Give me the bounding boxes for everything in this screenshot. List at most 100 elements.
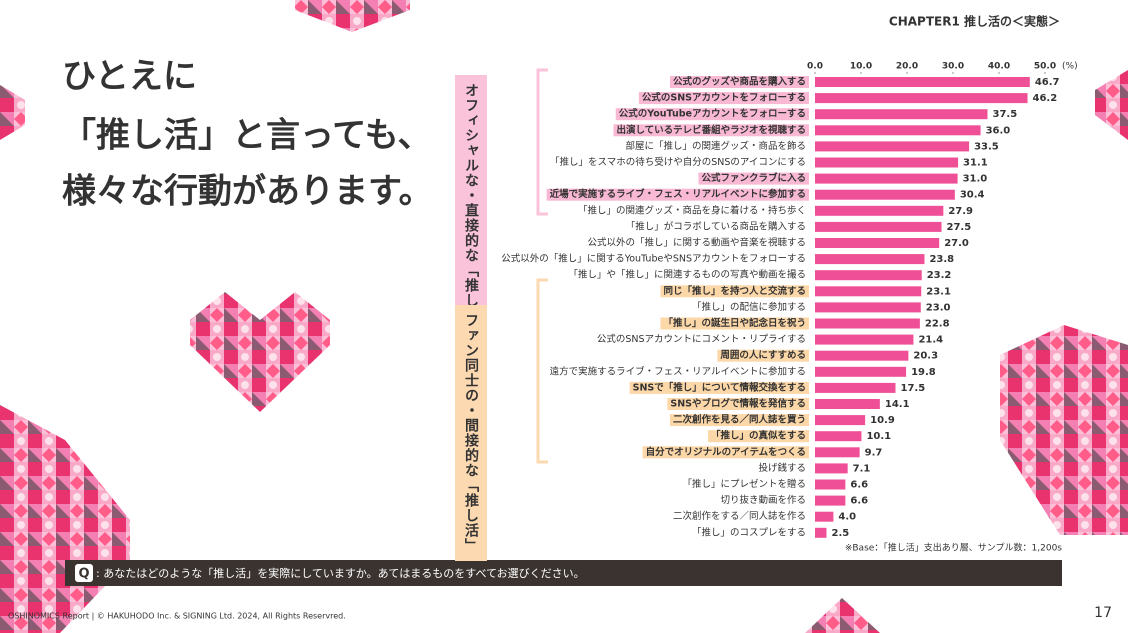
label-highlight — [707, 430, 809, 443]
question-bar — [65, 560, 1062, 586]
value-label: 23.0 — [926, 302, 951, 313]
category-label: 周囲の人にすすめる — [720, 349, 806, 361]
value-label: 30.4 — [960, 190, 985, 201]
page-number: 17 — [1094, 605, 1112, 621]
category-label: 公式のグッズや商品を購入する — [673, 76, 806, 88]
value-label: 21.4 — [918, 335, 943, 346]
bar — [815, 511, 834, 522]
category-label: 「推し」や「推し」に関連するものの写真や動画を撮る — [568, 269, 806, 281]
value-label: 46.2 — [1033, 93, 1058, 104]
bar — [815, 527, 827, 538]
group-line: オフィシャルな・ — [463, 83, 479, 203]
label-highlight — [667, 398, 809, 410]
value-label: 14.1 — [885, 399, 910, 410]
category-label: SNSで「推し」について情報交換をする — [633, 381, 806, 393]
bar — [815, 382, 896, 393]
value-label: 19.8 — [911, 367, 936, 378]
category-label: 出演しているテレビ番組やラジオを視聴する — [616, 124, 806, 136]
x-tick-label: 40.0 — [988, 62, 1010, 72]
bar — [815, 366, 907, 377]
value-label: 36.0 — [986, 125, 1011, 136]
bar — [815, 463, 848, 474]
x-tick-label: 20.0 — [896, 62, 918, 72]
headline: 様々な行動があります。 — [62, 172, 433, 212]
value-label: 23.8 — [929, 254, 954, 265]
x-tick-label: 50.0 — [1034, 62, 1056, 72]
category-label: 公式以外の「推し」に関する動画や音楽を視聴する — [587, 237, 806, 249]
q-badge-text: Q — [78, 567, 89, 582]
label-highlight — [629, 381, 809, 394]
bar — [815, 350, 909, 361]
value-label: 22.8 — [925, 319, 950, 330]
bar — [815, 399, 880, 409]
label-highlight — [615, 108, 809, 121]
value-label: 27.9 — [948, 206, 973, 217]
category-label: 二次創作をする／同人誌を作る — [673, 510, 806, 522]
category-label: 公式ファンクラブに入る — [701, 172, 806, 184]
value-label: 2.5 — [832, 528, 850, 539]
bar — [815, 238, 940, 248]
category-label: 自分でオリジナルのアイテムをつくる — [646, 446, 806, 458]
value-label: 31.1 — [963, 158, 988, 169]
bar — [815, 254, 925, 265]
header: CHAPTER1 推し活の＜実態＞ — [889, 14, 1060, 29]
bar — [815, 302, 921, 313]
bar — [815, 173, 958, 184]
category-label: 二次創作を見る／同人誌を買う — [673, 414, 806, 426]
label-highlight — [613, 124, 809, 137]
headline: 「推し活」と言っても、 — [62, 116, 432, 156]
category-label: 投げ銭する — [758, 462, 806, 474]
bar — [815, 318, 920, 329]
value-label: 46.7 — [1035, 77, 1060, 88]
category-label: 公式のYouTubeアカウントをフォローする — [619, 108, 806, 120]
bar — [815, 189, 955, 200]
value-label: 27.0 — [944, 238, 969, 249]
value-label: 9.7 — [865, 447, 883, 458]
label-highlight — [638, 92, 809, 105]
x-tick-label: 10.0 — [850, 62, 872, 72]
category-label: 「推し」の関連グッズ・商品を身に着ける・持ち歩く — [578, 204, 806, 216]
label-highlight — [546, 188, 809, 201]
q-badge — [75, 564, 93, 582]
category-label: 公式のSNSアカウントをフォローする — [642, 92, 806, 104]
bar — [815, 77, 1030, 87]
category-label: 「推し」の誕生日や記念日を祝う — [663, 317, 806, 329]
bar — [815, 447, 860, 458]
bar — [815, 479, 846, 490]
bar — [815, 221, 942, 232]
bar — [815, 495, 846, 506]
category-label: 公式以外の「推し」に関するYouTubeやSNSアカウントをフォローする — [501, 253, 806, 265]
category-label: 「推し」をスマホの待ち受けや自分のSNSのアイコンにする — [550, 156, 806, 168]
bar — [815, 109, 988, 120]
category-label: 遠方で実施するライブ・フェス・リアルイベントに参加する — [550, 365, 806, 377]
category-label: 「推し」にプレゼントを贈る — [682, 478, 806, 490]
value-label: 23.2 — [927, 270, 952, 281]
bar — [815, 205, 944, 216]
value-label: 37.5 — [993, 109, 1018, 120]
x-tick-label: 0.0 — [807, 62, 823, 72]
value-label: 6.6 — [850, 496, 868, 507]
bar — [815, 141, 970, 152]
question: : あなたはどのような「推し活」を実際にしていますか。あてはまるものをすべてお選… — [96, 566, 585, 580]
bar — [815, 157, 959, 168]
category-label: 近場で実施するライブ・フェス・リアルイベントに参加する — [550, 188, 806, 200]
group-line: ファン同士の・ — [463, 313, 479, 418]
bar — [815, 125, 981, 136]
category-label: 「推し」がコラボしている商品を購入する — [626, 220, 806, 232]
value-label: 7.1 — [853, 463, 871, 474]
value-label: 31.0 — [963, 174, 988, 185]
value-label: 6.6 — [850, 480, 868, 491]
note: ※Base：「推し活」支出あり層、サンプル数：1,200s — [845, 542, 1062, 554]
credit: OSHINOMICS Report | © HAKUHODO Inc. & SI… — [8, 612, 346, 621]
value-label: 10.9 — [870, 415, 895, 426]
bar — [815, 431, 862, 442]
x-tick-label: 30.0 — [942, 62, 964, 72]
label-highlight — [669, 414, 809, 427]
label-highlight — [698, 172, 809, 185]
category-label: 「推し」の真似をする — [711, 430, 806, 442]
label-highlight — [660, 285, 809, 298]
label-highlight — [660, 317, 809, 330]
value-label: 4.0 — [838, 512, 856, 523]
